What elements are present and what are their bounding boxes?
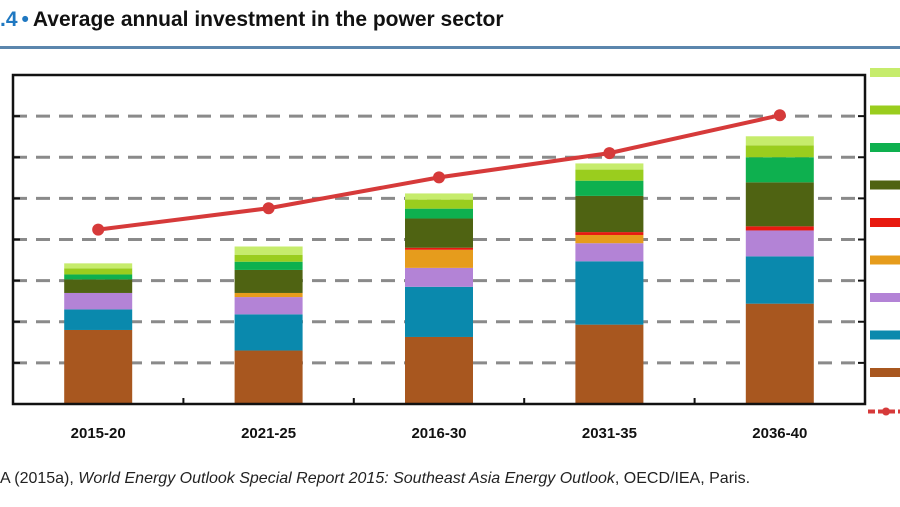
legend-line-marker: [882, 407, 890, 416]
bar-segment: [575, 234, 644, 244]
source-title: World Energy Outlook Special Report 2015…: [78, 470, 615, 487]
bar-segment: [64, 292, 133, 310]
bar-segment: [575, 232, 644, 235]
bar-segment: [405, 336, 473, 404]
source-note: A (2015a), World Energy Outlook Special …: [0, 470, 750, 488]
legend-swatch: [870, 368, 900, 377]
source-prefix: A (2015a),: [0, 470, 79, 487]
x-tick-label: 2016-30: [411, 425, 466, 442]
line-point: [433, 171, 445, 184]
x-tick-label: 2031-35: [582, 425, 637, 442]
bar-segment: [575, 169, 644, 181]
legend-swatch: [870, 143, 900, 152]
bar-segment: [575, 195, 644, 233]
x-tick-label: 2036-40: [752, 425, 807, 442]
bar-segment: [745, 230, 814, 257]
x-tick-label: 2015-20: [71, 425, 126, 442]
legend-swatch: [870, 255, 900, 265]
title-bullet: •: [21, 8, 29, 31]
bar-segment: [234, 269, 303, 293]
bar-segment: [234, 261, 303, 270]
title-text: Average annual investment in the power s…: [32, 8, 504, 31]
bar-segment: [745, 182, 814, 227]
x-tick-label: 2021-25: [241, 425, 296, 442]
legend-swatch: [870, 218, 900, 227]
x-tick-labels: 2015-20 2021-25 2016-30 2031-35 2036-40: [71, 425, 808, 442]
line-point: [773, 109, 786, 122]
source-suffix: , OECD/IEA, Paris.: [614, 470, 751, 487]
bar-segment: [64, 268, 133, 275]
figure-title: .4 • Average annual investment in the powe…: [0, 8, 504, 32]
bar-segment: [405, 249, 473, 268]
legend-swatch: [870, 293, 900, 302]
stacked-bar-chart: 2015-20 2021-25 2016-30 2031-35 2036-40: [11, 68, 900, 442]
bar-segment: [64, 279, 133, 293]
axes: [11, 73, 867, 406]
bar-segment: [64, 329, 133, 404]
bar-segment: [405, 208, 473, 219]
legend-swatch: [870, 180, 900, 190]
total-line: [92, 109, 786, 236]
bar-segment: [405, 218, 473, 248]
bar-segment: [745, 145, 814, 158]
bar-segment: [234, 350, 303, 404]
bar-segment: [234, 246, 303, 255]
bar-segment: [64, 309, 133, 330]
bar-segment: [234, 297, 303, 315]
bar-segment: [405, 286, 473, 337]
bar-segment: [575, 261, 644, 325]
bar-segment: [405, 247, 473, 250]
plot-frame: [11, 73, 867, 406]
figure-number: .4: [0, 8, 18, 31]
bar-segment: [234, 254, 303, 262]
bar-segment: [405, 267, 473, 287]
line-point: [603, 147, 616, 160]
legend-swatch: [870, 68, 900, 77]
bars: [64, 136, 814, 404]
bar-segment: [575, 243, 644, 262]
bar-segment: [575, 163, 644, 170]
bar-segment: [745, 256, 814, 304]
line-point: [262, 202, 275, 215]
bar-segment: [64, 263, 133, 269]
bar-segment: [745, 226, 814, 231]
legend: [868, 68, 900, 416]
line-point: [92, 223, 105, 236]
bar-segment: [575, 180, 644, 196]
bar-segment: [64, 274, 133, 280]
bar-segment: [405, 199, 473, 209]
legend-swatch: [870, 330, 900, 340]
bar-segment: [405, 193, 473, 200]
title-rule: [0, 46, 900, 49]
legend-swatch: [870, 105, 900, 115]
bar-segment: [234, 314, 303, 351]
bar-segment: [234, 292, 303, 298]
bar-segment: [575, 324, 644, 404]
bar-segment: [745, 157, 814, 183]
bar-segment: [745, 136, 814, 146]
bar-segment: [745, 303, 814, 404]
